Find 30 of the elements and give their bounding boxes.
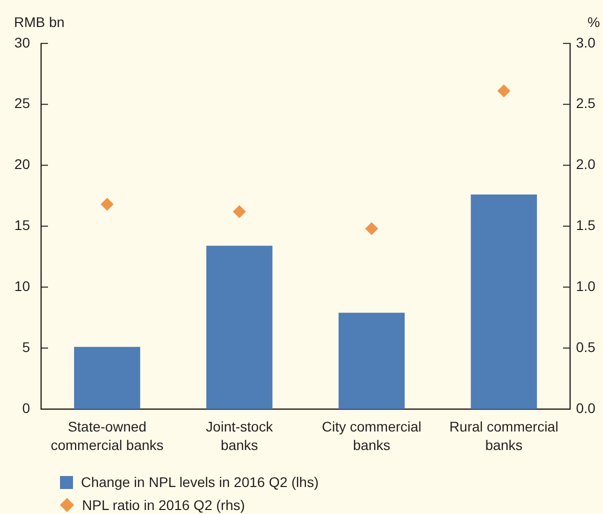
y-tick-label: 20 bbox=[14, 156, 30, 172]
legend-label: Change in NPL levels in 2016 Q2 (lhs) bbox=[81, 474, 319, 490]
y-axis-title: RMB bn bbox=[14, 14, 65, 30]
bar bbox=[206, 246, 272, 409]
x-tick-label: State-owned commercial banks bbox=[50, 418, 164, 454]
x-tick-label: Joint-stock banks bbox=[206, 418, 274, 454]
x-tick-label: Rural commercial banks bbox=[449, 418, 558, 454]
x-tick-label: City commercial banks bbox=[322, 418, 422, 454]
y2-tick-label: 2.5 bbox=[576, 95, 596, 112]
y2-axis-title: % bbox=[588, 14, 600, 30]
bar bbox=[338, 312, 405, 409]
y2-tick-label: 3.0 bbox=[576, 34, 596, 50]
y2-tick-label: 1.5 bbox=[576, 217, 596, 234]
y2-tick-label: 0.5 bbox=[576, 338, 596, 355]
bar bbox=[74, 346, 140, 409]
bar bbox=[470, 194, 537, 409]
point bbox=[100, 198, 114, 211]
y2-tick-label: 2.0 bbox=[576, 156, 596, 172]
y-tick-label: 25 bbox=[14, 95, 30, 112]
y2-tick-label: 0.0 bbox=[576, 400, 596, 416]
y-tick-label: 0 bbox=[22, 400, 30, 416]
legend-label: NPL ratio in 2016 Q2 (rhs) bbox=[82, 497, 245, 513]
y-tick-label: 30 bbox=[14, 34, 30, 50]
y-tick-label: 10 bbox=[14, 278, 30, 294]
point bbox=[365, 222, 378, 236]
y-tick-label: 5 bbox=[22, 338, 30, 355]
point bbox=[232, 205, 246, 218]
point bbox=[497, 84, 510, 98]
y-tick-label: 15 bbox=[14, 217, 30, 234]
y2-tick-label: 1.0 bbox=[576, 278, 596, 294]
